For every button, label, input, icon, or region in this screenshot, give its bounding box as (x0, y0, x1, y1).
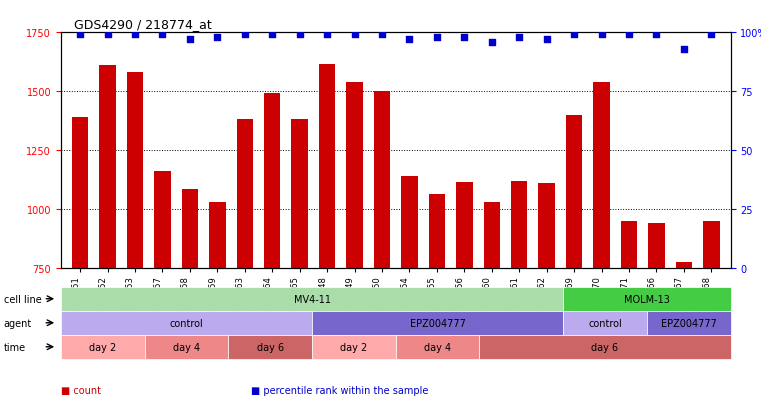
Bar (428, 194, 445, 268)
Point (129, 32, 141, 39)
Point (266, 32, 279, 39)
Point (431, 34, 443, 41)
Text: MOLM-13: MOLM-13 (624, 294, 670, 304)
Bar (72, 118, 88, 268)
Bar (154, 172, 170, 268)
Text: time: time (4, 342, 26, 352)
Bar (182, 190, 198, 268)
Text: day 2: day 2 (340, 342, 368, 352)
Point (294, 32, 306, 39)
Text: control: control (588, 318, 622, 328)
Bar (456, 183, 473, 268)
Point (705, 32, 718, 39)
Point (376, 32, 388, 39)
Text: ■ count: ■ count (61, 385, 101, 395)
Bar (676, 263, 693, 268)
Point (321, 32, 333, 39)
Bar (511, 181, 527, 268)
Text: day 6: day 6 (591, 342, 619, 352)
Bar (99, 66, 116, 268)
Bar (594, 83, 610, 268)
Bar (264, 94, 281, 268)
Bar (648, 224, 664, 268)
Point (486, 39, 498, 46)
Text: day 4: day 4 (424, 342, 451, 352)
Bar (209, 202, 225, 268)
Text: ■ percentile rank within the sample: ■ percentile rank within the sample (251, 385, 428, 395)
Text: MV4-11: MV4-11 (294, 294, 330, 304)
Point (212, 34, 224, 41)
Bar (483, 202, 500, 268)
Bar (621, 221, 637, 268)
Point (513, 34, 525, 41)
Point (403, 37, 416, 43)
Bar (539, 184, 555, 268)
Text: GDS4290 / 218774_at: GDS4290 / 218774_at (75, 17, 212, 31)
Bar (703, 221, 720, 268)
Text: day 2: day 2 (89, 342, 116, 352)
Point (156, 32, 168, 39)
Point (678, 46, 690, 53)
Point (349, 32, 361, 39)
Point (74, 32, 86, 39)
Text: EPZ004777: EPZ004777 (409, 318, 466, 328)
Text: agent: agent (4, 318, 32, 328)
Text: day 4: day 4 (173, 342, 200, 352)
Bar (291, 120, 308, 268)
Point (184, 37, 196, 43)
Text: day 6: day 6 (256, 342, 284, 352)
Text: control: control (170, 318, 203, 328)
Point (651, 32, 663, 39)
Text: EPZ004777: EPZ004777 (661, 318, 717, 328)
Bar (374, 92, 390, 268)
Bar (237, 120, 253, 268)
Point (568, 32, 580, 39)
Point (101, 32, 113, 39)
Text: cell line: cell line (4, 294, 42, 304)
Bar (319, 65, 336, 268)
Point (623, 32, 635, 39)
Bar (566, 115, 582, 268)
Point (540, 37, 552, 43)
Point (595, 32, 607, 39)
Bar (401, 177, 418, 268)
Bar (346, 83, 363, 268)
Point (239, 32, 251, 39)
Point (458, 34, 470, 41)
Bar (127, 73, 143, 268)
